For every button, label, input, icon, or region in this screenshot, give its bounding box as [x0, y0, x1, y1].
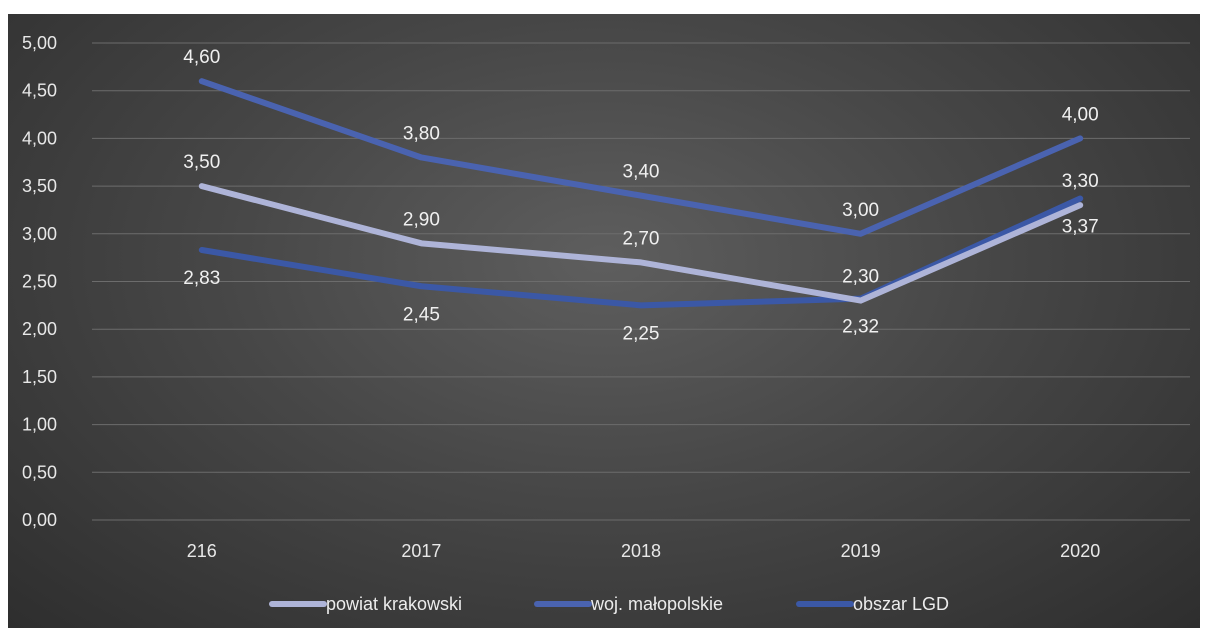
x-axis-ticks: 216 2017 2018 2019 2020	[187, 541, 1100, 561]
series-line	[198, 183, 1084, 304]
data-label: 2,83	[183, 268, 220, 289]
x-tick-label: 216	[187, 541, 217, 561]
chart-area	[8, 14, 1200, 628]
data-label: 2,45	[403, 304, 440, 325]
x-tick-label: 2019	[841, 541, 881, 561]
data-label: 2,90	[403, 209, 440, 230]
data-label: 2,25	[623, 323, 660, 344]
y-tick-label: 4,00	[22, 128, 57, 148]
x-tick-label: 2018	[621, 541, 661, 561]
data-label: 3,37	[1062, 217, 1099, 238]
y-tick-label: 1,50	[22, 367, 57, 387]
y-tick-label: 2,00	[22, 319, 57, 339]
series-lines	[198, 78, 1084, 309]
y-tick-label: 0,00	[22, 510, 57, 530]
legend-label: obszar LGD	[853, 594, 949, 614]
data-label: 3,50	[183, 152, 220, 173]
y-tick-label: 1,00	[22, 415, 57, 435]
data-label: 4,00	[1062, 104, 1099, 125]
series-line	[198, 78, 1084, 237]
y-tick-label: 4,50	[22, 81, 57, 101]
data-label: 4,60	[183, 47, 220, 68]
x-tick-label: 2017	[401, 541, 441, 561]
y-tick-label: 0,50	[22, 462, 57, 482]
data-label: 2,30	[842, 267, 879, 288]
data-labels: 3,50 2,90 2,70 2,30 3,30 4,60 3,80 3,40 3,00 4,00…	[183, 47, 1098, 344]
data-label: 3,30	[1062, 171, 1099, 192]
gridlines	[92, 42, 1190, 521]
data-label: 2,70	[623, 228, 660, 249]
data-label: 2,32	[842, 317, 879, 338]
legend-label: woj. małopolskie	[590, 594, 723, 614]
x-tick-label: 2020	[1060, 541, 1100, 561]
legend-label: powiat krakowski	[326, 594, 462, 614]
data-label: 3,80	[403, 123, 440, 144]
series-line	[198, 195, 1084, 309]
y-tick-label: 3,00	[22, 224, 57, 244]
data-label: 3,40	[623, 162, 660, 183]
y-tick-label: 3,50	[22, 176, 57, 196]
y-axis-ticks: 0,00 0,50 1,00 1,50 2,00 2,50 3,00 3,50 4,00 4,50…	[22, 33, 57, 530]
y-tick-label: 5,00	[22, 33, 57, 53]
y-tick-label: 2,50	[22, 272, 57, 292]
legend: powiat krakowski woj. małopolskie obszar L…	[269, 594, 949, 614]
data-label: 3,00	[842, 200, 879, 221]
